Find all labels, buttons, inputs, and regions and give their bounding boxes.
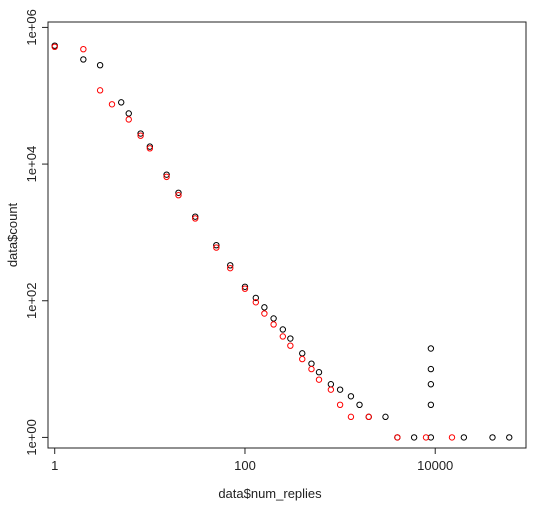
- data-point: [382, 413, 389, 421]
- y-axis-label: data$count: [5, 202, 20, 267]
- data-point: [327, 381, 335, 388]
- data-point: [365, 413, 372, 421]
- x-axis-label: data$num_replies: [218, 486, 322, 501]
- data-point: [299, 350, 306, 357]
- data-points: [51, 42, 513, 441]
- y-tick-label: 1e+06: [24, 9, 39, 46]
- data-point: [261, 304, 268, 311]
- data-point: [192, 213, 199, 220]
- data-point: [279, 326, 287, 333]
- data-point: [489, 434, 496, 441]
- data-point: [241, 283, 249, 290]
- data-point: [175, 192, 182, 199]
- data-point: [308, 360, 315, 367]
- y-tick-label: 1e+04: [24, 146, 39, 183]
- data-point: [80, 45, 87, 53]
- data-point: [227, 264, 234, 272]
- data-point: [270, 321, 277, 328]
- data-point: [427, 434, 435, 441]
- data-point: [118, 99, 125, 106]
- x-axis: 1 100 10000: [51, 448, 453, 473]
- data-point: [336, 401, 344, 409]
- x-tick-label: 100: [234, 458, 256, 473]
- data-point: [261, 310, 268, 317]
- data-point: [287, 342, 294, 349]
- data-point: [137, 132, 144, 139]
- data-point: [427, 345, 435, 352]
- data-point: [427, 401, 435, 409]
- data-point: [315, 369, 323, 376]
- data-point: [192, 215, 199, 222]
- data-point: [80, 56, 87, 63]
- data-point: [422, 434, 430, 441]
- data-point: [287, 335, 294, 342]
- data-point: [427, 365, 435, 373]
- data-point: [336, 386, 344, 393]
- data-point: [410, 434, 418, 441]
- x-tick-label: 1: [51, 458, 58, 473]
- data-point: [125, 116, 132, 123]
- y-tick-label: 1e+00: [24, 419, 39, 456]
- data-point: [356, 401, 363, 409]
- data-point: [108, 101, 116, 108]
- data-point: [299, 355, 306, 363]
- data-point: [137, 130, 144, 137]
- y-tick-label: 1e+02: [24, 282, 39, 319]
- data-point: [460, 434, 468, 441]
- data-point: [163, 173, 170, 181]
- data-point: [125, 110, 132, 117]
- data-point: [347, 413, 355, 421]
- plot-frame: [47, 21, 527, 449]
- data-point: [448, 434, 456, 441]
- data-point: [175, 189, 182, 196]
- x-tick-label: 10000: [417, 458, 453, 473]
- data-point: [252, 299, 260, 306]
- data-point: [227, 262, 234, 269]
- data-point: [146, 145, 154, 152]
- data-point: [163, 171, 170, 178]
- data-point: [241, 285, 249, 292]
- data-point: [270, 315, 277, 322]
- data-point: [506, 434, 513, 441]
- y-axis: 1e+00 1e+02 1e+04 1e+06: [24, 9, 48, 456]
- data-point: [315, 376, 323, 383]
- data-point: [427, 381, 435, 388]
- data-point: [96, 87, 104, 94]
- data-point: [213, 241, 220, 249]
- data-point: [308, 365, 315, 373]
- data-point: [252, 294, 260, 302]
- data-point: [394, 434, 401, 441]
- data-point: [347, 393, 355, 400]
- data-point: [327, 386, 335, 393]
- data-point: [213, 244, 220, 251]
- series-1: [51, 43, 456, 441]
- data-point: [96, 61, 104, 69]
- series-0: [51, 42, 513, 441]
- data-point: [279, 333, 287, 340]
- data-point: [51, 43, 58, 51]
